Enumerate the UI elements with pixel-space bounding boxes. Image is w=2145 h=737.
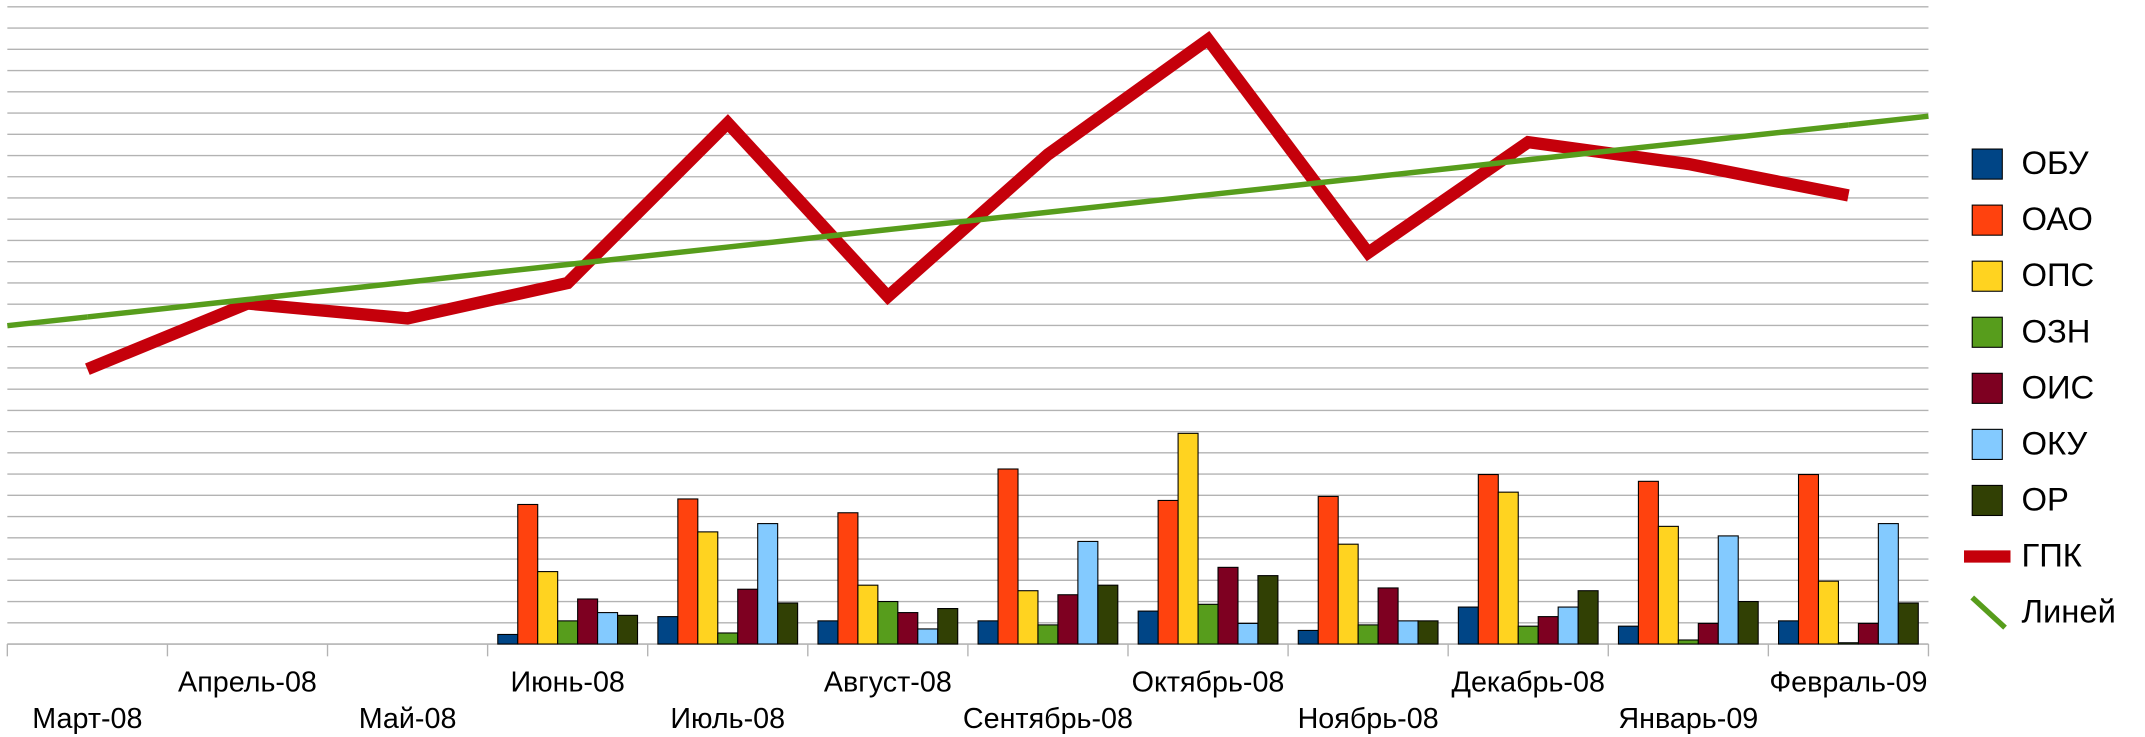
bar: [1877, 523, 1899, 645]
bar: [1017, 590, 1039, 645]
bar: [1517, 625, 1539, 645]
legend-swatch: [1971, 260, 2003, 292]
bar: [1217, 566, 1239, 645]
bar: [1817, 580, 1839, 645]
bar: [1297, 629, 1319, 645]
bar: [1657, 525, 1679, 645]
x-tick-label: Июнь-08: [510, 666, 624, 698]
bar: [917, 628, 939, 645]
bar: [1777, 620, 1800, 645]
bar: [1457, 606, 1479, 645]
x-tick-label: Март-08: [32, 703, 142, 735]
bar: [937, 608, 959, 645]
bar: [677, 498, 699, 645]
legend-label: ОКУ: [2021, 424, 2087, 461]
bar: [617, 614, 639, 645]
legend-label: ГПК: [2021, 537, 2081, 574]
bar: [837, 512, 859, 645]
x-tick-label: Декабрь-08: [1452, 666, 1605, 698]
bar: [817, 620, 839, 645]
bar: [1137, 610, 1159, 645]
bar: [1617, 625, 1639, 645]
bar: [1557, 606, 1579, 645]
bar: [1797, 473, 1820, 645]
bar: [1317, 495, 1339, 645]
bar: [737, 588, 759, 645]
bar: [1697, 622, 1719, 645]
x-tick-label: Февраль-09: [1769, 666, 1927, 698]
legend-swatch: [1971, 428, 2003, 460]
legend-swatch: [1971, 204, 2003, 236]
bar: [757, 523, 779, 645]
legend-swatch: [1971, 484, 2003, 517]
legend-label: Линей: [2021, 593, 2116, 630]
bar: [1337, 543, 1359, 645]
bar: [1717, 535, 1739, 645]
bar: [557, 620, 579, 645]
bar: [697, 531, 719, 645]
legend-label: ОПС: [2021, 256, 2094, 293]
legend-label: ОБУ: [2021, 144, 2088, 181]
bar: [577, 598, 599, 645]
bar: [1537, 616, 1559, 645]
bar: [1897, 602, 1919, 645]
x-tick-label: Ноябрь-08: [1298, 703, 1439, 735]
x-tick-label: Сентябрь-08: [963, 703, 1133, 735]
line-series: [87, 122, 1849, 320]
bar: [717, 632, 739, 645]
bar: [897, 612, 919, 645]
bar: [977, 620, 999, 645]
bar: [1037, 624, 1059, 645]
bar: [877, 600, 899, 645]
bar: [657, 616, 679, 645]
bar: [1577, 590, 1599, 645]
bar: [497, 633, 519, 645]
legend-swatch: [1971, 372, 2003, 404]
bar: [1257, 575, 1279, 645]
x-tick-label: Июль-08: [670, 703, 785, 735]
bar: [1057, 594, 1079, 645]
bar: [1397, 620, 1419, 645]
bar: [857, 584, 879, 645]
legend-swatch: [1971, 316, 2003, 348]
trend-extension: [1848, 113, 1929, 128]
bar: [1197, 603, 1219, 645]
legend-label: ОР: [2021, 480, 2068, 517]
x-tick-label: Август-08: [824, 666, 952, 698]
bar: [1357, 624, 1379, 645]
x-tick-label: Октябрь-08: [1132, 666, 1285, 698]
trend-extension: [7, 314, 88, 329]
x-tick-label: Январь-09: [1618, 703, 1758, 735]
bar: [1157, 499, 1179, 645]
bar: [537, 571, 559, 645]
bar: [517, 503, 539, 645]
bar: [1637, 480, 1659, 645]
bar: [1677, 639, 1699, 645]
bar: [777, 602, 799, 645]
bar: [1417, 620, 1439, 645]
x-tick-label: Апрель-08: [178, 666, 317, 698]
bar: [1237, 622, 1259, 645]
legend-swatch: [1971, 148, 2003, 180]
bar: [1077, 540, 1099, 645]
x-tick-label: Май-08: [359, 703, 457, 735]
bar: [997, 468, 1019, 645]
line-series: [85, 31, 1850, 375]
bar: [1097, 584, 1119, 645]
bar: [1837, 642, 1859, 645]
bar: [1497, 491, 1519, 645]
bar: [1177, 432, 1199, 645]
bar: [1377, 587, 1399, 645]
bar: [1857, 622, 1879, 645]
bar: [1737, 600, 1759, 645]
legend-swatch: [1970, 595, 2007, 630]
bar: [1477, 473, 1499, 645]
legend-label: ОЗН: [2021, 312, 2090, 349]
legend-label: ОАО: [2021, 200, 2092, 237]
bar: [597, 612, 619, 645]
legend-label: ОИС: [2021, 368, 2094, 405]
